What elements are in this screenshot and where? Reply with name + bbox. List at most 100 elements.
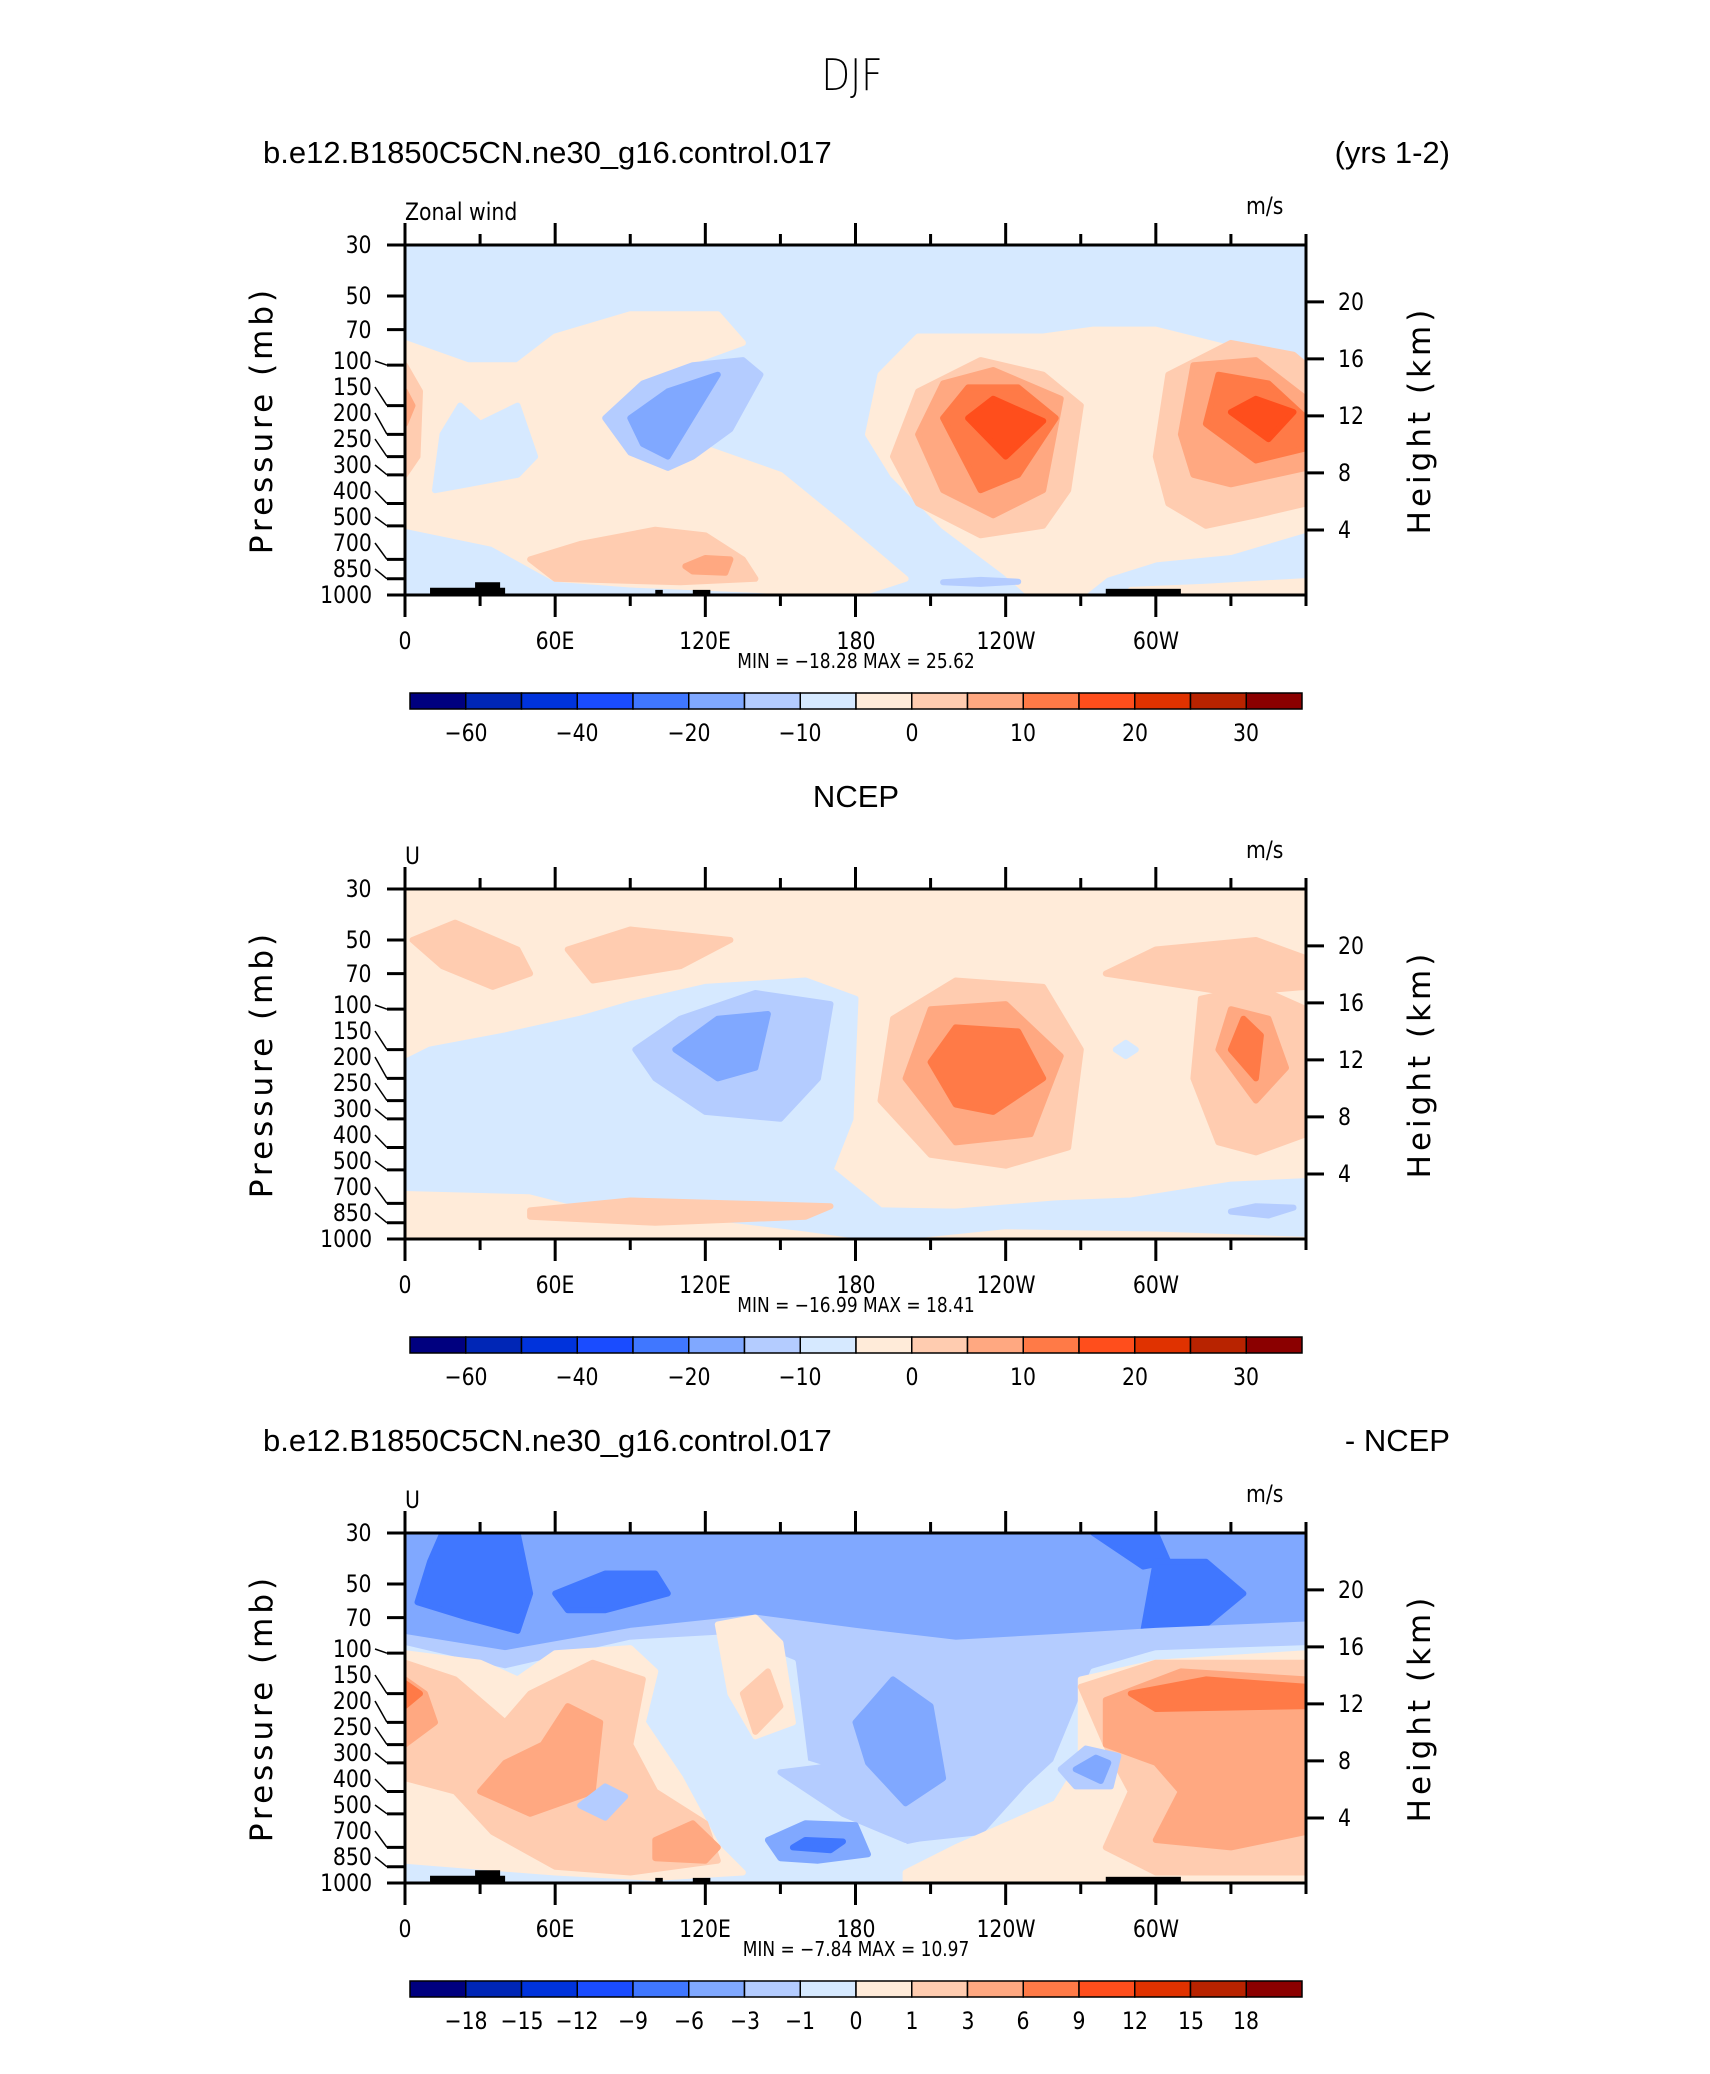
y-tick-leader bbox=[374, 1056, 388, 1079]
contour-background bbox=[405, 245, 1306, 595]
colorbar-box bbox=[1134, 692, 1192, 710]
x-tick-label: 120E bbox=[679, 627, 732, 655]
y-tick-label: 150 bbox=[333, 1017, 372, 1045]
contour-region bbox=[409, 919, 534, 990]
colorbar-box bbox=[1189, 1980, 1247, 1998]
contour-region bbox=[1077, 1659, 1306, 1876]
colorbar-label: 15 bbox=[1177, 2007, 1204, 2035]
contour-region bbox=[1140, 1558, 1247, 1634]
y-tick-leader bbox=[374, 360, 388, 366]
contour-region bbox=[682, 555, 734, 576]
colorbar-box bbox=[1078, 1980, 1136, 1998]
y-axis-title: Pressure (mb) bbox=[244, 1573, 280, 1843]
topography-mask bbox=[692, 589, 711, 595]
colorbar-box bbox=[632, 1336, 690, 1354]
contour-region bbox=[1102, 937, 1306, 996]
y-tick-label: 30 bbox=[346, 1519, 372, 1547]
y-tick-leader bbox=[374, 1830, 388, 1848]
height-tick-label: 20 bbox=[1338, 931, 1364, 960]
y-tick-label: 1000 bbox=[320, 1225, 372, 1253]
contour-region bbox=[739, 1668, 784, 1735]
contour-region bbox=[789, 1837, 846, 1854]
contour-region bbox=[927, 1024, 1047, 1115]
y-tick-leader bbox=[374, 1726, 388, 1746]
y-tick-leader bbox=[374, 464, 388, 476]
y-tick-label: 1000 bbox=[320, 1869, 372, 1897]
y-tick-label: 70 bbox=[346, 1603, 372, 1632]
y-axis-title: Pressure (mb) bbox=[244, 929, 280, 1199]
colorbar-box bbox=[1134, 1336, 1192, 1354]
contour-region bbox=[714, 1614, 796, 1740]
contour-region bbox=[1102, 1668, 1306, 1851]
topography-mask bbox=[1105, 1876, 1181, 1883]
colorbar-box bbox=[688, 692, 746, 710]
contour-region bbox=[405, 1645, 746, 1881]
contour-region bbox=[672, 1011, 771, 1082]
y-tick-label: 30 bbox=[346, 231, 372, 259]
plot-frame bbox=[403, 243, 1308, 597]
colorbar-box bbox=[688, 1336, 746, 1354]
colorbar-label: 9 bbox=[1072, 2007, 1086, 2035]
y-tick-label: 250 bbox=[333, 1069, 372, 1097]
x-tick-label: 60W bbox=[1132, 1271, 1179, 1299]
colorbar-box bbox=[632, 1980, 690, 1998]
contour-region bbox=[877, 977, 1084, 1169]
colorbar-label: −60 bbox=[444, 719, 488, 747]
plot-area bbox=[374, 867, 1324, 1261]
contour-region bbox=[405, 1676, 438, 1748]
plot-frame bbox=[403, 1531, 1308, 1885]
y-tick-label: 30 bbox=[346, 875, 372, 903]
colorbar-box bbox=[1245, 1336, 1303, 1354]
contour-region bbox=[1227, 1015, 1264, 1082]
height-tick-label: 4 bbox=[1338, 1159, 1351, 1188]
colorbar-label: −60 bbox=[444, 1363, 488, 1391]
x-tick-label: 60W bbox=[1132, 1915, 1179, 1943]
main-title: DJF bbox=[821, 50, 883, 101]
colorbar-box bbox=[688, 1980, 746, 1998]
y-tick-label: 70 bbox=[346, 315, 372, 344]
contour-region bbox=[1127, 578, 1306, 595]
contour-region bbox=[777, 1759, 1047, 1843]
colorbar-label: 0 bbox=[849, 2007, 863, 2035]
contour-region bbox=[602, 357, 764, 471]
contour-region bbox=[432, 402, 539, 494]
contour-region bbox=[405, 1614, 1306, 1883]
y-tick-label: 850 bbox=[333, 1843, 372, 1871]
x-tick-label: 0 bbox=[398, 1271, 412, 1299]
colorbar-box bbox=[520, 692, 578, 710]
contour-region bbox=[764, 1820, 871, 1864]
units-label: m/s bbox=[1246, 1480, 1284, 1508]
y-tick-leader bbox=[374, 1804, 388, 1815]
topography-mask bbox=[655, 589, 663, 595]
x-tick-label: 60E bbox=[535, 1271, 575, 1299]
colorbar bbox=[409, 1336, 1303, 1354]
contour-region bbox=[405, 1659, 721, 1876]
height-tick-label: 20 bbox=[1338, 287, 1364, 316]
y-tick-label: 850 bbox=[333, 555, 372, 583]
x-tick-label: 120E bbox=[679, 1915, 732, 1943]
colorbar-box bbox=[465, 692, 523, 710]
colorbar-label: 0 bbox=[905, 719, 919, 747]
y-tick-leader bbox=[374, 1134, 388, 1149]
colorbar-box bbox=[409, 1336, 467, 1354]
y-tick-leader bbox=[374, 438, 388, 458]
topography-mask bbox=[430, 587, 506, 595]
contour-region bbox=[1227, 395, 1297, 443]
contour-region bbox=[1227, 1203, 1297, 1219]
colorbar bbox=[409, 1980, 1303, 1998]
y-tick-leader bbox=[374, 1212, 388, 1224]
y-tick-label: 50 bbox=[346, 925, 372, 954]
colorbar-box bbox=[1134, 1980, 1192, 1998]
colorbar-box bbox=[911, 692, 969, 710]
y-tick-label: 200 bbox=[333, 1687, 372, 1715]
contour-background bbox=[405, 1533, 1306, 1883]
contour-region bbox=[1202, 371, 1306, 464]
y-tick-label: 70 bbox=[346, 959, 372, 988]
y-tick-label: 500 bbox=[333, 1147, 372, 1175]
panel-title-center: NCEP bbox=[812, 779, 900, 814]
colorbar-label: 30 bbox=[1233, 1363, 1260, 1391]
contour-region bbox=[1057, 1745, 1122, 1790]
colorbar-box bbox=[409, 1980, 467, 1998]
y-axis-title-right: Height (km) bbox=[1402, 949, 1438, 1179]
